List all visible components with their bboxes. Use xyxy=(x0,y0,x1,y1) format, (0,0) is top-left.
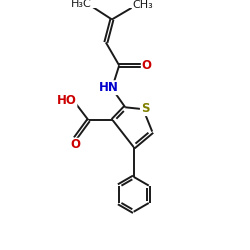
Text: H₃C: H₃C xyxy=(71,0,92,9)
Text: S: S xyxy=(141,102,149,115)
Text: HO: HO xyxy=(57,94,77,107)
Text: O: O xyxy=(142,59,152,72)
Text: HN: HN xyxy=(99,81,119,94)
Text: O: O xyxy=(70,138,80,151)
Text: CH₃: CH₃ xyxy=(132,0,153,10)
